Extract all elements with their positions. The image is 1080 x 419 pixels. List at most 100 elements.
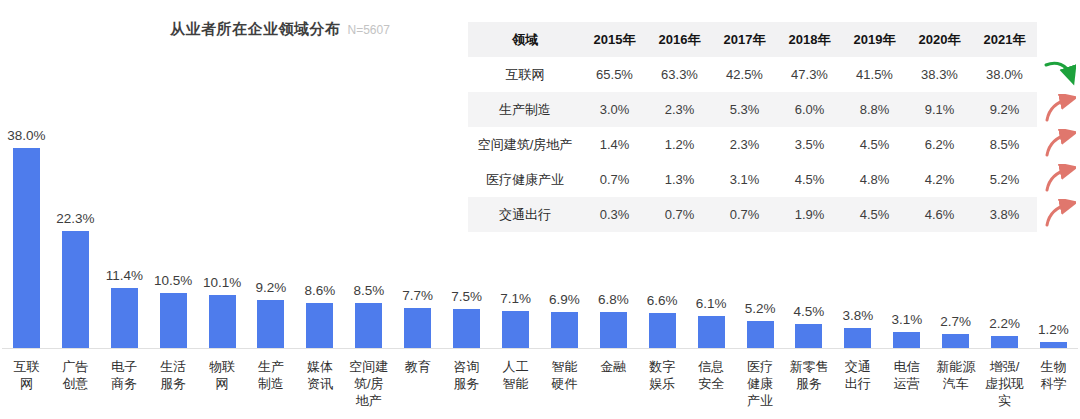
category-label: 互联 网 [2,355,51,409]
bar[interactable] [160,293,187,348]
category-label: 媒体 资讯 [295,355,344,409]
category-label: 空间建 筑/房 地产 [344,355,393,409]
bar[interactable] [844,328,871,348]
bar-column: 2.2% [980,316,1029,348]
bar-column: 3.8% [833,308,882,348]
bar-column: 38.0% [2,128,51,348]
bar-column: 1.2% [1029,322,1078,348]
table-column-header: 2015年 [582,22,647,57]
chart-title: 从业者所在企业领域分布 [170,20,341,39]
bar[interactable] [209,295,236,348]
bar-column: 6.8% [589,292,638,348]
bar-column: 7.5% [442,289,491,348]
bar-value-label: 6.9% [549,292,580,307]
bar-value-label: 5.2% [745,301,776,316]
bar-value-label: 4.5% [794,304,825,319]
bar-value-label: 2.2% [989,316,1020,331]
bar-value-label: 2.7% [940,314,971,329]
bar-value-label: 6.8% [598,292,629,307]
report-canvas: 从业者所在企业领域分布 N=5607 领域2015年2016年2017年2018… [0,0,1080,419]
trend-table-header-row: 领域2015年2016年2017年2018年2019年2020年2021年 [468,22,1037,57]
category-label: 新能源 汽车 [931,355,980,409]
bar[interactable] [306,303,333,348]
bar-column: 3.1% [882,312,931,348]
bar[interactable] [404,308,431,349]
bar-value-label: 11.4% [106,268,143,283]
table-column-header: 2019年 [842,22,907,57]
category-label: 广告 创意 [51,355,100,409]
bar-value-label: 6.6% [647,293,678,308]
category-label: 电子 商务 [100,355,149,409]
bar-column: 6.1% [687,296,736,348]
bar-value-label: 8.5% [353,283,384,298]
bar[interactable] [600,312,627,348]
bar-column: 8.5% [344,283,393,348]
category-label: 生产 制造 [247,355,296,409]
bar-value-label: 38.0% [7,128,45,143]
table-column-header: 2020年 [907,22,972,57]
bar-value-label: 10.1% [203,275,241,290]
table-column-header: 2021年 [972,22,1037,57]
bar-column: 2.7% [931,314,980,348]
bar-value-label: 6.1% [696,296,727,311]
bar-column: 6.9% [540,292,589,348]
category-label: 增强/ 虚拟现 实 [980,355,1029,409]
bar[interactable] [62,231,89,348]
bar-column: 9.2% [247,280,296,348]
bar-value-label: 10.5% [154,273,192,288]
category-label: 物联 网 [198,355,247,409]
bar[interactable] [551,312,578,348]
bar[interactable] [13,148,40,348]
bar-chart: 38.0% 22.3% 11.4% 10.5% 10.1% 9.2% 8.6% 8.5% 7.7… [2,57,1078,349]
bar-column: 8.6% [295,283,344,348]
category-label: 数字 娱乐 [638,355,687,409]
table-column-header: 2018年 [777,22,842,57]
bar-column: 7.7% [393,288,442,349]
bar[interactable] [893,332,920,348]
bar[interactable] [257,300,284,348]
table-column-header: 领域 [468,22,582,57]
bar-value-label: 7.1% [500,291,531,306]
bar-value-label: 3.8% [842,308,873,323]
bar[interactable] [453,309,480,348]
bar[interactable] [795,324,822,348]
bar-column: 6.6% [638,293,687,348]
bar[interactable] [698,316,725,348]
bar-value-label: 8.6% [305,283,336,298]
bar-column: 10.1% [198,275,247,348]
bar-value-label: 22.3% [56,211,94,226]
category-label: 电信 运营 [882,355,931,409]
category-label: 人工 智能 [491,355,540,409]
bar[interactable] [649,313,676,348]
bar[interactable] [991,336,1018,348]
category-label: 信息 安全 [687,355,736,409]
bar-column: 10.5% [149,273,198,348]
bar-column: 4.5% [785,304,834,348]
trend-table-head: 领域2015年2016年2017年2018年2019年2020年2021年 [468,22,1037,57]
bar-column: 7.1% [491,291,540,348]
bar-column: 22.3% [51,211,100,348]
bar[interactable] [942,334,969,348]
bar-value-label: 1.2% [1038,322,1069,337]
category-label: 智能 硬件 [540,355,589,409]
category-label: 咨询 服务 [442,355,491,409]
table-column-header: 2016年 [647,22,712,57]
category-label: 医疗 健康 产业 [736,355,785,409]
bar[interactable] [355,303,382,348]
bar[interactable] [1040,342,1067,348]
category-label: 生活 服务 [149,355,198,409]
category-label: 生物 科学 [1029,355,1078,409]
bar-value-label: 3.1% [891,312,922,327]
bar[interactable] [502,311,529,348]
bar-column: 5.2% [736,301,785,348]
category-label: 交通 出行 [833,355,882,409]
bar-column: 11.4% [100,268,149,348]
category-label: 教育 [393,355,442,409]
table-column-header: 2017年 [712,22,777,57]
category-label: 新零售 服务 [785,355,834,409]
bar[interactable] [111,288,138,348]
bar[interactable] [747,321,774,348]
bar-value-label: 7.7% [402,288,433,303]
sample-size-note: N=5607 [348,23,390,37]
bar-chart-category-axis: 互联 网广告 创意电子 商务生活 服务物联 网生产 制造媒体 资讯空间建 筑/房… [2,355,1078,409]
